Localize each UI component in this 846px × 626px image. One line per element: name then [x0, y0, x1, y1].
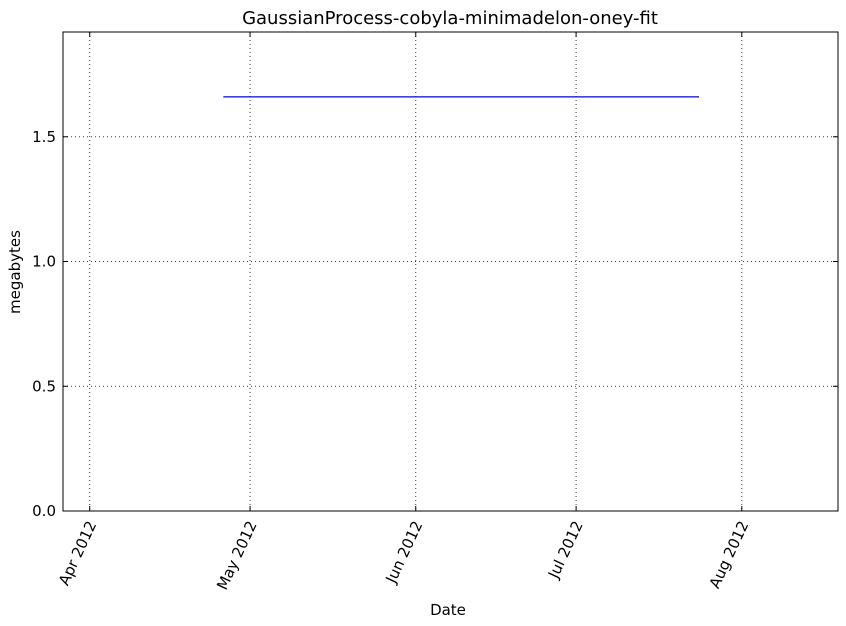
x-tick-label: Jun 2012 [382, 518, 427, 587]
y-tick-label: 1.0 [32, 253, 56, 271]
x-tick-label: Apr 2012 [55, 518, 100, 588]
y-axis-label: megabytes [6, 230, 24, 314]
plot-frame [62, 31, 839, 512]
x-tick-label: Aug 2012 [706, 518, 753, 591]
y-tick-label: 0.0 [32, 502, 56, 520]
y-tick-label: 0.5 [32, 377, 56, 395]
x-tick-label: May 2012 [213, 518, 261, 593]
y-tick-label: 1.5 [32, 128, 56, 146]
plot-background [63, 32, 838, 511]
chart-title: GaussianProcess-cobyla-minimadelon-oney-… [242, 8, 658, 29]
x-tick-label: Jul 2012 [544, 518, 587, 582]
x-axis-label: Date [430, 601, 466, 619]
